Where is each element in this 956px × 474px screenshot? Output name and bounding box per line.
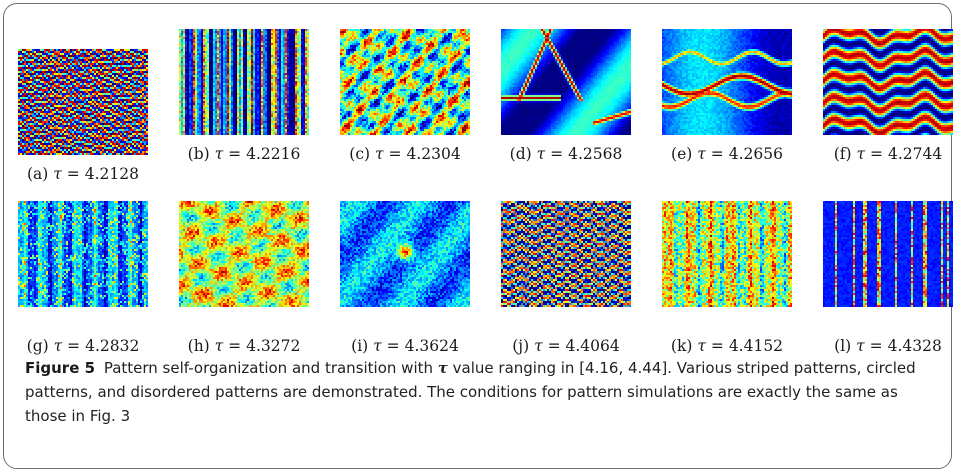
tau-value: 4.4328 bbox=[888, 337, 942, 355]
panel-caption: (e) τ = 4.2656 bbox=[656, 145, 798, 163]
panel-j: (j) τ = 4.4064 bbox=[501, 201, 631, 355]
panel-k: (k) τ = 4.4152 bbox=[662, 201, 792, 355]
panel-letter: (l) bbox=[834, 337, 851, 355]
tau-value: 4.2216 bbox=[246, 145, 300, 163]
pattern-image bbox=[501, 201, 631, 307]
panel-caption: (c) τ = 4.2304 bbox=[334, 145, 476, 163]
tau-symbol: τ bbox=[856, 337, 865, 355]
panel-caption: (i) τ = 4.3624 bbox=[334, 337, 476, 355]
equals-sign: = bbox=[870, 337, 883, 355]
equals-sign: = bbox=[67, 337, 80, 355]
panel-caption: (b) τ = 4.2216 bbox=[173, 145, 315, 163]
tau-symbol: τ bbox=[537, 145, 546, 163]
caption-text-end: value ranging in [4.16, 4.44]. Various s… bbox=[25, 359, 916, 425]
tau-symbol: τ bbox=[53, 165, 62, 183]
figure-label: Figure 5 bbox=[25, 359, 95, 377]
tau-symbol: τ bbox=[857, 145, 866, 163]
panel-caption: (j) τ = 4.4064 bbox=[495, 337, 637, 355]
panel-caption: (f) τ = 4.2744 bbox=[817, 145, 956, 163]
panel-letter: (c) bbox=[349, 145, 370, 163]
pattern-image bbox=[340, 29, 470, 135]
pattern-image bbox=[662, 201, 792, 307]
equals-sign: = bbox=[548, 337, 561, 355]
pattern-image bbox=[18, 201, 148, 307]
tau-symbol: τ bbox=[534, 337, 543, 355]
panel-l: (l) τ = 4.4328 bbox=[823, 201, 953, 355]
figure-frame: (a) τ = 4.2128 (b) τ = 4.2216 (c) τ = 4.… bbox=[3, 3, 953, 469]
tau-symbol: τ bbox=[215, 337, 224, 355]
caption-tau-symbol: τ bbox=[438, 359, 448, 377]
pattern-image bbox=[501, 29, 631, 135]
tau-symbol: τ bbox=[697, 337, 706, 355]
tau-symbol: τ bbox=[54, 337, 63, 355]
panel-a: (a) τ = 4.2128 bbox=[18, 49, 148, 183]
tau-value: 4.2832 bbox=[85, 337, 139, 355]
pattern-image bbox=[662, 29, 792, 135]
tau-symbol: τ bbox=[373, 337, 382, 355]
panel-h: (h) τ = 4.3272 bbox=[179, 201, 309, 355]
panel-e: (e) τ = 4.2656 bbox=[662, 29, 792, 163]
tau-value: 4.2304 bbox=[406, 145, 460, 163]
panel-letter: (i) bbox=[351, 337, 368, 355]
tau-value: 4.2656 bbox=[729, 145, 783, 163]
pattern-image bbox=[823, 201, 953, 307]
panel-letter: (k) bbox=[671, 337, 693, 355]
equals-sign: = bbox=[389, 145, 402, 163]
equals-sign: = bbox=[228, 145, 241, 163]
tau-value: 4.3624 bbox=[405, 337, 459, 355]
tau-value: 4.2568 bbox=[568, 145, 622, 163]
panel-letter: (h) bbox=[188, 337, 210, 355]
tau-value: 4.2128 bbox=[85, 165, 139, 183]
panel-letter: (d) bbox=[510, 145, 532, 163]
pattern-image bbox=[179, 201, 309, 307]
pattern-image bbox=[18, 49, 148, 155]
panel-letter: (a) bbox=[27, 165, 48, 183]
panel-g: (g) τ = 4.2832 bbox=[18, 201, 148, 355]
tau-symbol: τ bbox=[697, 145, 706, 163]
equals-sign: = bbox=[228, 337, 241, 355]
equals-sign: = bbox=[711, 145, 724, 163]
panel-letter: (e) bbox=[671, 145, 692, 163]
caption-text-start: Pattern self-organization and transition… bbox=[104, 359, 433, 377]
panel-letter: (j) bbox=[512, 337, 529, 355]
equals-sign: = bbox=[387, 337, 400, 355]
tau-symbol: τ bbox=[375, 145, 384, 163]
panel-letter: (g) bbox=[27, 337, 49, 355]
panel-caption: (g) τ = 4.2832 bbox=[12, 337, 154, 355]
panel-letter: (f) bbox=[834, 145, 852, 163]
pattern-image bbox=[179, 29, 309, 135]
figure-caption: Figure 5 Pattern self-organization and t… bbox=[25, 356, 943, 428]
panel-caption: (l) τ = 4.4328 bbox=[817, 337, 956, 355]
pattern-image bbox=[340, 201, 470, 307]
panel-c: (c) τ = 4.2304 bbox=[340, 29, 470, 163]
tau-symbol: τ bbox=[215, 145, 224, 163]
equals-sign: = bbox=[711, 337, 724, 355]
equals-sign: = bbox=[67, 165, 80, 183]
panel-caption: (k) τ = 4.4152 bbox=[656, 337, 798, 355]
pattern-image bbox=[823, 29, 953, 135]
panel-caption: (d) τ = 4.2568 bbox=[495, 145, 637, 163]
equals-sign: = bbox=[870, 145, 883, 163]
equals-sign: = bbox=[550, 145, 563, 163]
panel-caption: (a) τ = 4.2128 bbox=[12, 165, 154, 183]
panel-i: (i) τ = 4.3624 bbox=[340, 201, 470, 355]
tau-value: 4.4064 bbox=[566, 337, 620, 355]
panel-caption: (h) τ = 4.3272 bbox=[173, 337, 315, 355]
panel-d: (d) τ = 4.2568 bbox=[501, 29, 631, 163]
tau-value: 4.4152 bbox=[729, 337, 783, 355]
tau-value: 4.2744 bbox=[888, 145, 942, 163]
panel-f: (f) τ = 4.2744 bbox=[823, 29, 953, 163]
tau-value: 4.3272 bbox=[246, 337, 300, 355]
panel-letter: (b) bbox=[188, 145, 210, 163]
panel-b: (b) τ = 4.2216 bbox=[179, 29, 309, 163]
